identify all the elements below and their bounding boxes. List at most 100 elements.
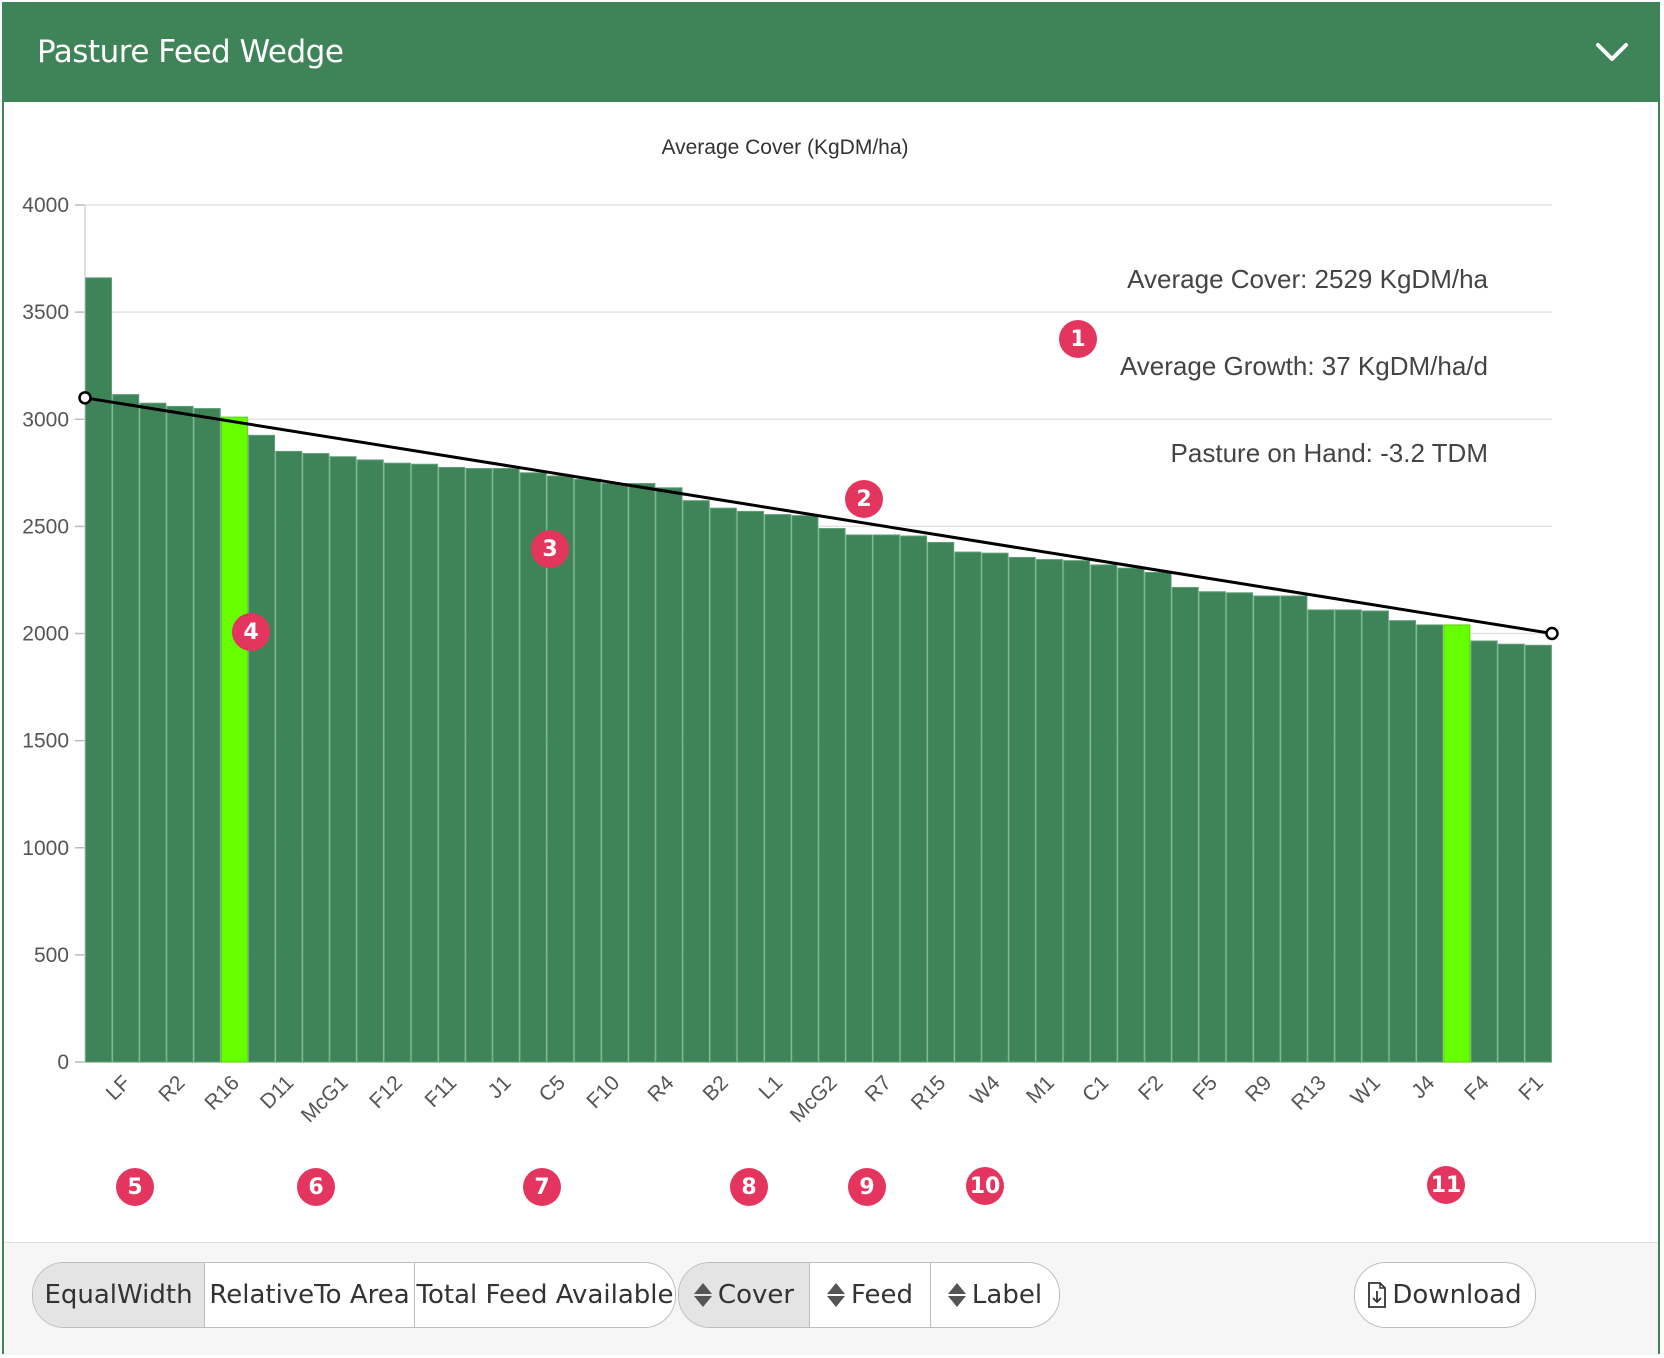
bar[interactable]	[682, 500, 710, 1063]
download-label: Download	[1392, 1280, 1522, 1310]
bar[interactable]	[872, 534, 900, 1063]
marker-1: 1	[1059, 320, 1097, 358]
bar[interactable]	[139, 402, 167, 1063]
sort-icon	[693, 1281, 712, 1309]
feed-wedge-chart: Average Cover (KgDM/ha) 0 500 1000 1500 2000…	[22, 136, 1559, 1127]
bar[interactable]	[1171, 586, 1199, 1063]
y-tick-label: 500	[34, 944, 69, 967]
bar[interactable]	[85, 277, 113, 1063]
x-tick-label: B2	[699, 1071, 733, 1105]
bar[interactable]	[628, 483, 656, 1063]
target-line-endpoint[interactable]	[78, 391, 92, 405]
relative-to-area-button[interactable]: RelativeTo Area	[205, 1263, 415, 1327]
chevron-down-icon[interactable]	[1592, 32, 1632, 72]
chart-annotation: Pasture on Hand: -3.2 TDM	[1171, 438, 1488, 468]
bar[interactable]	[1198, 591, 1226, 1063]
bar[interactable]	[248, 434, 276, 1063]
bar[interactable]	[1470, 640, 1498, 1063]
bar[interactable]	[1090, 564, 1118, 1063]
bar[interactable]	[275, 450, 303, 1063]
bar[interactable]	[791, 515, 819, 1063]
bar[interactable]	[845, 534, 873, 1063]
x-tick-label: McG2	[786, 1071, 842, 1127]
bar[interactable]	[1117, 567, 1145, 1063]
x-tick-label: C1	[1078, 1071, 1113, 1106]
marker-6: 6	[297, 1168, 335, 1206]
x-tick-label: J4	[1407, 1071, 1439, 1103]
bar[interactable]	[1334, 609, 1362, 1063]
x-tick-label: R2	[154, 1071, 189, 1106]
bar[interactable]	[709, 507, 737, 1063]
bar[interactable]	[1416, 624, 1444, 1063]
bar[interactable]	[302, 453, 330, 1063]
x-tick-label: R4	[643, 1071, 678, 1106]
bar[interactable]	[981, 552, 1009, 1063]
chart-annotation: Average Cover: 2529 KgDM/ha	[1127, 264, 1488, 294]
panel-header[interactable]: Pasture Feed Wedge	[4, 4, 1658, 102]
chart-toolbar: EqualWidth RelativeTo Area Total Feed Av…	[4, 1242, 1658, 1355]
bar[interactable]	[356, 459, 384, 1063]
marker-11: 11	[1427, 1166, 1465, 1204]
download-file-icon	[1368, 1282, 1387, 1308]
x-tick-label: R13	[1287, 1071, 1331, 1115]
bar[interactable]	[927, 541, 955, 1063]
equal-width-button[interactable]: EqualWidth	[33, 1263, 205, 1327]
chart-area: Average Cover (KgDM/ha) 0 500 1000 1500 2000…	[4, 102, 1658, 1242]
bar[interactable]	[220, 416, 248, 1063]
x-tick-label: F5	[1188, 1071, 1222, 1105]
bar[interactable]	[1361, 610, 1389, 1063]
marker-5: 5	[116, 1168, 154, 1206]
bar[interactable]	[1226, 592, 1254, 1063]
bar[interactable]	[1497, 643, 1525, 1063]
bar[interactable]	[1307, 609, 1335, 1063]
bar[interactable]	[166, 405, 194, 1063]
sort-label-button[interactable]: Label	[931, 1263, 1059, 1327]
total-feed-available-button[interactable]: Total Feed Available	[415, 1263, 675, 1327]
sort-feed-button[interactable]: Feed	[810, 1263, 931, 1327]
download-button[interactable]: Download	[1355, 1263, 1535, 1327]
bar[interactable]	[546, 475, 574, 1063]
bar[interactable]	[574, 478, 602, 1063]
width-mode-group: EqualWidth RelativeTo Area Total Feed Av…	[32, 1262, 676, 1328]
bar[interactable]	[601, 483, 629, 1063]
bar[interactable]	[383, 462, 411, 1063]
sort-cover-button[interactable]: Cover	[679, 1263, 810, 1327]
bar[interactable]	[1063, 560, 1091, 1063]
bar[interactable]	[1280, 595, 1308, 1063]
bar[interactable]	[329, 456, 357, 1063]
bar[interactable]	[465, 468, 493, 1063]
x-tick-label: F11	[421, 1071, 462, 1112]
bar[interactable]	[1035, 559, 1063, 1063]
bar[interactable]	[900, 535, 928, 1063]
bar[interactable]	[1443, 624, 1471, 1063]
bar[interactable]	[193, 408, 221, 1063]
marker-4: 4	[232, 613, 270, 651]
bar[interactable]	[1389, 620, 1417, 1063]
sort-icon	[947, 1281, 966, 1309]
bar[interactable]	[1253, 595, 1281, 1063]
x-tick-label: R15	[907, 1071, 951, 1115]
download-group: Download	[1354, 1262, 1536, 1328]
bar[interactable]	[954, 551, 982, 1063]
bar[interactable]	[1144, 571, 1172, 1063]
bar[interactable]	[438, 466, 466, 1063]
bar[interactable]	[1524, 644, 1552, 1063]
target-wedge-line[interactable]	[84, 396, 1553, 635]
marker-3: 3	[531, 530, 569, 568]
x-tick-label: D11	[256, 1071, 298, 1113]
y-tick-label: 2000	[22, 623, 69, 646]
bar[interactable]	[655, 487, 683, 1063]
bar[interactable]	[411, 463, 439, 1063]
bar[interactable]	[112, 394, 140, 1063]
y-tick-label: 2500	[22, 515, 69, 538]
bar[interactable]	[492, 468, 520, 1063]
bar[interactable]	[737, 510, 765, 1063]
bar[interactable]	[519, 472, 547, 1063]
bar[interactable]	[764, 514, 792, 1063]
x-tick-label: R9	[1241, 1071, 1276, 1106]
bar[interactable]	[1008, 556, 1036, 1063]
y-tick-label: 1000	[22, 837, 69, 860]
bar[interactable]	[818, 528, 846, 1063]
target-line-endpoint[interactable]	[1545, 626, 1559, 641]
